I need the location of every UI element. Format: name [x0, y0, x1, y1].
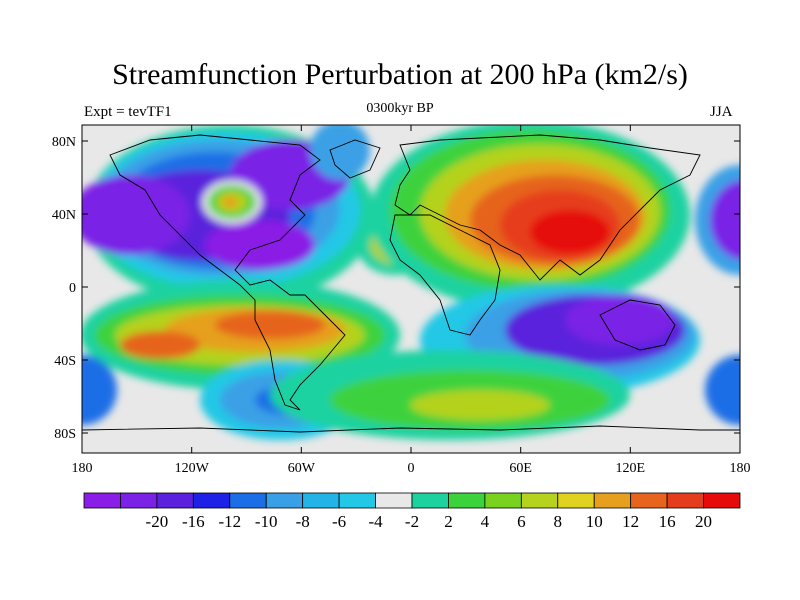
lon-tick-label: 0 — [408, 461, 415, 476]
map-title: Streamfunction Perturbation at 200 hPa (… — [112, 58, 688, 91]
lon-axis: 180 120W 60W 0 60E 120E 180 — [72, 125, 751, 476]
colorbar-swatch — [156, 492, 194, 509]
colorbar-swatch — [229, 492, 267, 509]
colorbar-label: -12 — [218, 512, 241, 531]
coastlines — [82, 134, 740, 433]
colorbar-label: -10 — [255, 512, 278, 531]
colorbar-label: -4 — [368, 512, 383, 531]
lat-tick-label: 80S — [54, 427, 76, 442]
season-label: JJA — [710, 104, 733, 120]
colorbar-label: 6 — [517, 512, 526, 531]
colorbar-swatch — [120, 492, 158, 509]
time-label: 0300kyr BP — [366, 101, 434, 116]
colorbar-swatch — [448, 492, 486, 509]
experiment-label: Expt = tevTF1 — [84, 104, 172, 120]
colorbar-swatch — [703, 492, 741, 509]
lat-axis: 80N 40N 0 40S 80S — [52, 135, 740, 442]
colorbar-swatch — [666, 492, 704, 509]
colorbar-label: 16 — [659, 512, 676, 531]
colorbar-swatch — [83, 492, 121, 509]
lat-tick-label: 0 — [69, 281, 76, 296]
colorbar-label: 8 — [554, 512, 563, 531]
colorbar-swatch — [557, 492, 595, 509]
colorbar-label: -6 — [332, 512, 346, 531]
lat-tick-label: 80N — [52, 135, 76, 150]
streamfunction-field — [82, 125, 740, 453]
colorbar-label: 4 — [481, 512, 490, 531]
lon-tick-label: 180 — [72, 461, 93, 476]
colorbar-swatch — [593, 492, 632, 509]
colorbar-swatch — [484, 492, 522, 509]
lat-tick-label: 40N — [52, 208, 76, 223]
colorbar-label: 20 — [695, 512, 712, 531]
colorbar-label: -20 — [146, 512, 169, 531]
colorbar-label: -16 — [182, 512, 205, 531]
lon-tick-label: 120W — [175, 461, 210, 476]
colorbar-swatch — [265, 492, 304, 509]
colorbar-swatch — [302, 492, 340, 509]
lon-tick-label: 60W — [288, 461, 316, 476]
colorbar-swatch — [630, 492, 668, 509]
colorbar-label: 12 — [622, 512, 639, 531]
colorbar-label: -2 — [405, 512, 419, 531]
lat-tick-label: 40S — [54, 354, 76, 369]
colorbar-swatch — [375, 492, 413, 509]
colorbar-label: 10 — [586, 512, 603, 531]
colorbar-swatch — [411, 492, 449, 509]
colorbar-label: -8 — [296, 512, 310, 531]
lon-tick-label: 120E — [616, 461, 646, 476]
lon-tick-label: 180 — [730, 461, 751, 476]
colorbar-swatch — [520, 492, 559, 509]
colorbar-swatch — [192, 492, 231, 509]
lon-tick-label: 60E — [509, 461, 532, 476]
colorbar: -20 -16 -12 -10 -8 -6 -4 -2 2 4 6 8 10 12 16 20 — [83, 492, 741, 531]
colorbar-label: 2 — [444, 512, 453, 531]
colorbar-swatch — [338, 492, 376, 509]
